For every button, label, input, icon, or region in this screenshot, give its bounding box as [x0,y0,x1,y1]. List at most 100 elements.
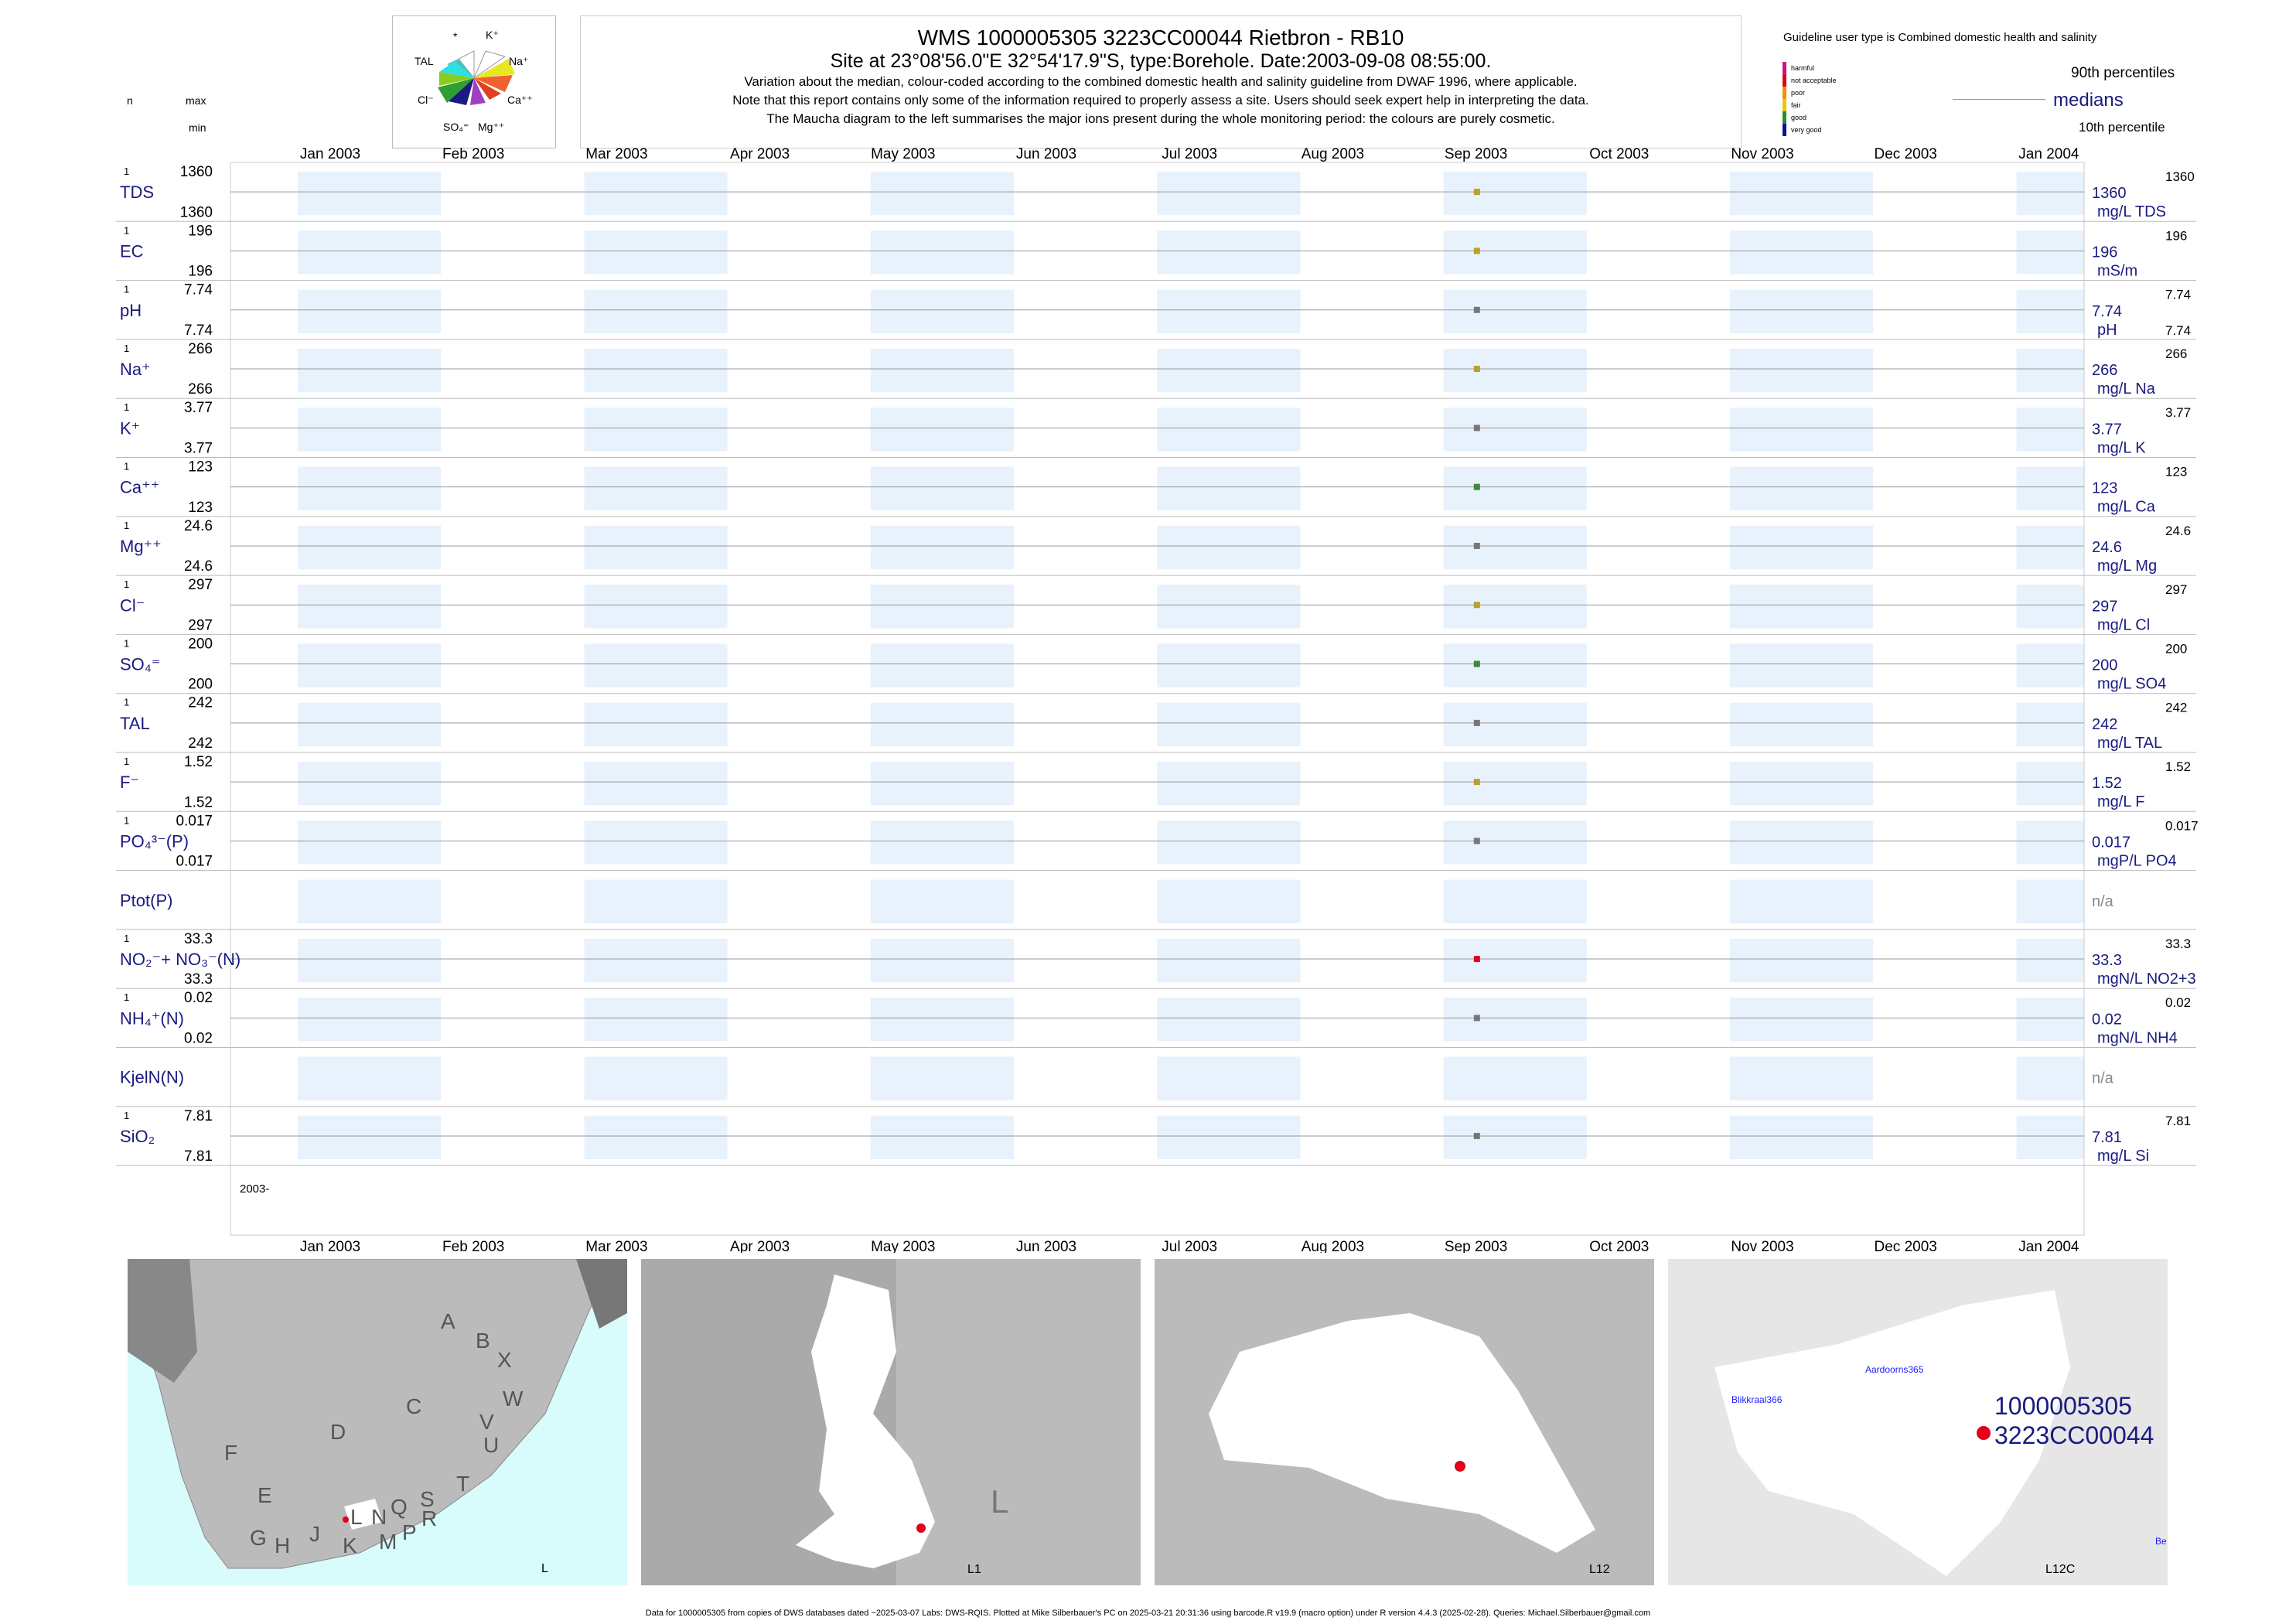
max-value: 3.77 [184,400,213,416]
min-value: 24.6 [184,558,213,575]
month-band [1443,230,1587,275]
month-band [870,172,1014,216]
sample-count: 1 [124,637,129,649]
max-value: 0.02 [184,990,213,1006]
median-value: 123 [2092,480,2117,497]
month-label-top: Jan 2003 [300,146,360,162]
month-band [1443,998,1587,1042]
maucha-label-mg: Mg⁺⁺ [478,121,505,133]
month-band [1443,525,1587,570]
unit-label: mg/L Cl [2097,616,2150,633]
month-band [870,879,1014,923]
sample-point [1473,779,1480,786]
maucha-label-tal: TAL [415,55,434,67]
sample-point [1473,719,1480,726]
month-band [1157,230,1301,275]
max-value: 0.017 [176,813,213,829]
month-label-bottom: Sep 2003 [1445,1239,1507,1253]
parameter-name: SO₄⁼ [120,655,160,674]
month-band [2016,289,2084,333]
month-band [298,289,442,333]
month-band [2016,525,2084,570]
month-band [2016,938,2084,983]
median-na: n/a [2092,893,2114,910]
month-label-bottom: Oct 2003 [1589,1239,1649,1253]
month-band [584,938,728,983]
median-value: 266 [2092,362,2117,379]
month-band [870,466,1014,510]
min-value: 196 [188,264,213,280]
median-value: 3.77 [2092,421,2122,438]
sample-point [1473,1132,1480,1139]
median-value: 24.6 [2092,539,2122,556]
month-band [1730,289,1874,333]
month-band [870,938,1014,983]
sample-point [1473,838,1480,844]
max-value: 24.6 [184,518,213,534]
legend-median-line [1953,99,2045,100]
month-band [2016,466,2084,510]
min-value: 1360 [180,204,213,220]
note-line-3: The Maucha diagram to the left summarise… [766,111,1555,126]
month-band [1443,348,1587,393]
map2-shape [796,1259,1141,1585]
month-band [1443,172,1587,216]
median-na: n/a [2092,1070,2114,1087]
month-band [1730,408,1874,452]
month-band [1157,702,1301,746]
map4-shape [1714,1290,2070,1576]
parameter-name: KjelN(N) [120,1068,184,1087]
sample-point [1473,306,1480,313]
unit-label: mg/L K [2097,439,2146,456]
min-value: 297 [188,617,213,633]
sample-point [1473,483,1480,490]
month-band [1157,938,1301,983]
map-south-africa: A B X W C V U D F E G H J K L M N P Q R … [128,1259,627,1585]
month-band [870,408,1014,452]
p90-value: 33.3 [2165,937,2191,951]
note-line-2: Note that this report contains only some… [732,93,1589,107]
max-value: 1.52 [184,754,213,770]
legend-classes: harmful not acceptable poor fair good ve… [1783,62,1837,136]
sample-count: 1 [124,578,129,590]
map1-region-n: N [371,1505,387,1529]
month-band [298,585,442,629]
month-band [1157,466,1301,510]
month-label-bottom: Aug 2003 [1302,1239,1364,1253]
legend-harmful: harmful [1783,62,1837,74]
month-band [298,643,442,687]
month-band [2016,585,2084,629]
col-n-header: n [127,94,133,107]
month-label-top: Jun 2003 [1016,146,1076,162]
sample-count: 1 [124,401,129,413]
median-value: 200 [2092,657,2117,674]
month-band [1157,172,1301,216]
month-band [298,348,442,393]
month-label-bottom: Jan 2003 [300,1239,360,1253]
p90-value: 24.6 [2165,524,2191,538]
min-value: 33.3 [184,971,213,988]
month-label-bottom: Jan 2004 [2018,1239,2079,1253]
min-value: 7.74 [184,322,213,339]
maucha-label-k: K⁺ [486,29,499,41]
parameter-name: NO₂⁻+ NO₃⁻(N) [120,950,241,969]
parameter-name: F⁻ [120,773,139,792]
sample-count: 1 [124,343,129,354]
month-band [1157,408,1301,452]
month-band [1730,172,1874,216]
maucha-diagram: * K⁺ TAL Na⁺ Cl⁻ Ca⁺⁺ SO₄⁼ Mg⁺⁺ [392,15,556,148]
month-band [1157,1056,1301,1100]
month-band [870,821,1014,865]
median-value: 1.52 [2092,775,2122,792]
sample-point [1473,425,1480,432]
min-value: 7.81 [184,1148,213,1165]
month-band [298,466,442,510]
sample-count: 1 [124,697,129,708]
parameter-name: NH₄⁺(N) [120,1008,184,1028]
month-band [584,289,728,333]
month-band [870,998,1014,1042]
unit-label: mg/L Na [2097,380,2156,397]
month-band [2016,1056,2084,1100]
p10-value: 7.74 [2165,323,2191,338]
min-value: 3.77 [184,441,213,457]
